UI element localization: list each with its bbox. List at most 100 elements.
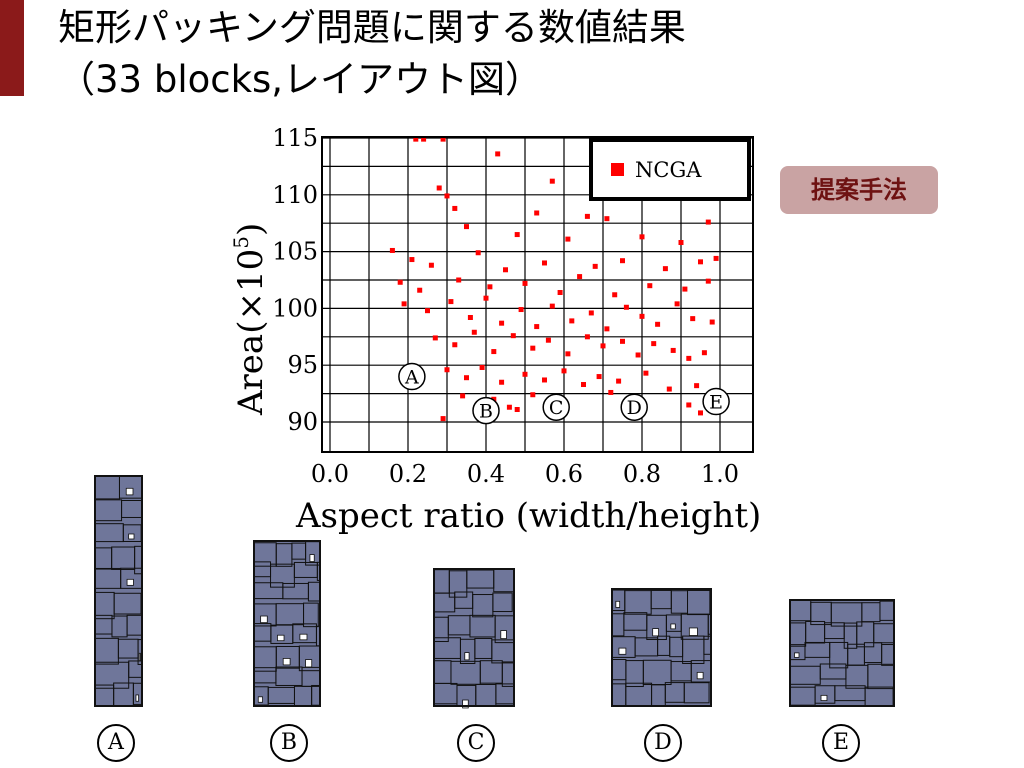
data-point: [713, 255, 719, 261]
layout-container: [253, 540, 321, 707]
data-point: [464, 224, 469, 230]
data-point: [662, 266, 668, 272]
data-point: [440, 416, 446, 422]
data-point: [456, 277, 462, 283]
data-point: [701, 350, 707, 356]
data-point: [503, 267, 508, 273]
x-axis-label: Aspect ratio (width/height): [295, 496, 761, 536]
svg-text:Area(×105): Area(×105): [229, 223, 271, 416]
data-point: [487, 284, 493, 290]
data-point: [471, 329, 477, 335]
data-point: [549, 178, 555, 184]
data-point: [643, 370, 649, 376]
layout-diagram-d: [611, 588, 712, 707]
layout-gap: [282, 658, 291, 666]
data-point: [694, 383, 700, 389]
layout-gap: [128, 533, 135, 540]
data-point: [467, 314, 473, 320]
data-point: [678, 240, 684, 246]
layout-diagram-e: [789, 599, 895, 707]
data-point: [417, 287, 423, 293]
layout-packing: [95, 476, 142, 706]
data-point: [452, 205, 458, 211]
layout-block: [492, 592, 513, 613]
slide-title: 矩形パッキング問題に関する数値結果 （33 blocks,レイアウト図）: [58, 2, 958, 106]
annotation-marker: [542, 393, 570, 421]
layout-gap: [794, 652, 800, 658]
layout-gap: [125, 487, 134, 496]
data-point: [639, 234, 645, 240]
x-tick-label: 0.6: [545, 460, 583, 488]
layout-gap: [652, 628, 659, 637]
layout-block: [303, 602, 319, 628]
data-point: [709, 319, 715, 325]
layout-container: [94, 475, 143, 707]
layout-container: [789, 599, 895, 707]
data-point: [682, 286, 688, 292]
chart-legend: NCGA: [589, 138, 751, 201]
data-point: [690, 316, 696, 322]
legend-label-ncga: NCGA: [635, 158, 702, 182]
data-point: [440, 136, 446, 142]
data-point: [514, 232, 520, 238]
annotation-marker: [620, 393, 648, 421]
data-point: [460, 393, 466, 399]
data-point: [421, 136, 427, 142]
layout-gap: [277, 634, 285, 642]
data-point: [436, 185, 442, 191]
data-point: [600, 343, 606, 349]
data-point: [510, 333, 516, 339]
data-point: [557, 289, 563, 295]
layout-diagram-c: [433, 568, 515, 709]
data-point: [604, 216, 610, 222]
data-point: [483, 295, 489, 301]
data-point: [514, 407, 520, 413]
layout-gap: [696, 671, 704, 680]
data-point: [608, 389, 614, 395]
layout-packing: [790, 600, 894, 706]
annotation-label: E: [709, 392, 723, 414]
x-tick-label: 0.8: [623, 460, 661, 488]
layout-label-e: E: [822, 724, 860, 762]
layout-label-c: C: [457, 724, 495, 762]
data-point: [542, 377, 547, 383]
data-point: [491, 396, 497, 402]
data-point: [623, 304, 629, 310]
data-point: [698, 410, 703, 416]
plot-frame: [321, 136, 754, 453]
layout-gap: [615, 600, 621, 608]
layout-container: [433, 568, 515, 707]
layout-gap: [464, 652, 470, 661]
data-point: [620, 338, 625, 344]
data-point: [588, 310, 594, 316]
data-point: [499, 379, 505, 385]
data-point: [397, 279, 403, 285]
layout-gap: [618, 647, 627, 655]
data-point: [428, 262, 434, 268]
layout-gap: [820, 694, 828, 701]
layout-gap: [462, 699, 469, 709]
data-point: [569, 318, 575, 324]
data-point: [464, 375, 469, 381]
annotation-label: B: [479, 401, 493, 423]
data-point: [561, 368, 567, 374]
data-point: [522, 371, 528, 377]
y-tick-label: 95: [287, 351, 318, 379]
data-point: [413, 136, 419, 142]
annotation-marker: [472, 396, 500, 425]
layout-label-b: B: [270, 724, 308, 762]
layout-gap: [500, 630, 507, 639]
annotation-label: C: [549, 397, 564, 419]
data-point: [479, 364, 485, 370]
layout-block: [683, 682, 710, 704]
data-point: [577, 274, 583, 280]
data-point: [432, 335, 438, 341]
data-point: [705, 278, 711, 284]
data-point: [448, 299, 454, 305]
layout-gap: [135, 694, 139, 702]
annotation-label: D: [627, 397, 642, 419]
layout-gap: [305, 659, 313, 668]
layout-packing: [612, 589, 711, 706]
layout-gap: [299, 633, 308, 641]
layout-diagram-b: [253, 540, 321, 707]
